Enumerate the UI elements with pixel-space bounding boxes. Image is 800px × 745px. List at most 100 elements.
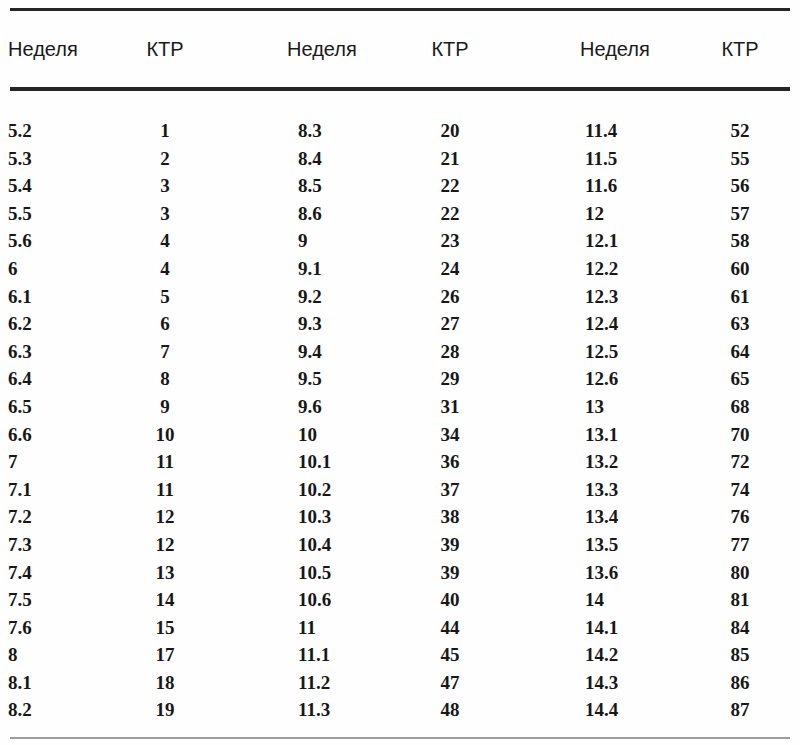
week-cell: 8.6 xyxy=(220,200,390,228)
table-row: 7.41310.53913.680 xyxy=(0,559,800,587)
week-cell: 8.1 xyxy=(0,669,110,697)
week-cell: 14.2 xyxy=(510,641,680,669)
ktr-cell: 4 xyxy=(110,255,220,283)
week-cell: 6.5 xyxy=(0,393,110,421)
week-cell: 10.3 xyxy=(220,503,390,531)
week-cell: 14.4 xyxy=(510,696,680,724)
header-week-1: Неделя xyxy=(0,11,110,87)
ktr-cell: 36 xyxy=(390,448,510,476)
week-cell: 9.1 xyxy=(220,255,390,283)
ktr-cell: 47 xyxy=(390,669,510,697)
ktr-cell: 4 xyxy=(110,227,220,255)
ktr-cell: 8 xyxy=(110,365,220,393)
ktr-cell: 86 xyxy=(680,669,800,697)
table-row: 6.489.52912.665 xyxy=(0,365,800,393)
ktr-cell: 87 xyxy=(680,696,800,724)
ktr-cell: 3 xyxy=(110,172,220,200)
table-row: 6.610103413.170 xyxy=(0,421,800,449)
ktr-cell: 12 xyxy=(110,531,220,559)
ktr-cell: 11 xyxy=(110,448,220,476)
week-cell: 10.6 xyxy=(220,586,390,614)
ktr-cell: 5 xyxy=(110,283,220,311)
ktr-cell: 48 xyxy=(390,696,510,724)
week-cell: 14.1 xyxy=(510,614,680,642)
header-row: Неделя КТР Неделя КТР Неделя КТР xyxy=(0,11,800,87)
week-cell: 14 xyxy=(510,586,680,614)
ktr-cell: 9 xyxy=(110,393,220,421)
week-cell: 11.1 xyxy=(220,641,390,669)
week-cell: 10.1 xyxy=(220,448,390,476)
week-cell: 11.5 xyxy=(510,145,680,173)
week-cell: 9.6 xyxy=(220,393,390,421)
ktr-cell: 44 xyxy=(390,614,510,642)
week-cell: 8.4 xyxy=(220,145,390,173)
ktr-cell: 20 xyxy=(390,117,510,145)
ktr-cell: 40 xyxy=(390,586,510,614)
ktr-cell: 15 xyxy=(110,614,220,642)
ktr-cell: 68 xyxy=(680,393,800,421)
ktr-cell: 27 xyxy=(390,310,510,338)
ktr-cell: 39 xyxy=(390,531,510,559)
week-cell: 13.4 xyxy=(510,503,680,531)
ktr-cell: 60 xyxy=(680,255,800,283)
ktr-cell: 72 xyxy=(680,448,800,476)
ktr-cell: 81 xyxy=(680,586,800,614)
header-week-2: Неделя xyxy=(220,11,390,87)
ktr-cell: 57 xyxy=(680,200,800,228)
header-ktr-1: КТР xyxy=(110,11,220,87)
week-cell: 11.6 xyxy=(510,172,680,200)
week-cell: 7.3 xyxy=(0,531,110,559)
week-cell: 13.6 xyxy=(510,559,680,587)
week-cell: 5.2 xyxy=(0,117,110,145)
week-cell: 9.2 xyxy=(220,283,390,311)
week-cell: 5.5 xyxy=(0,200,110,228)
week-cell: 7.6 xyxy=(0,614,110,642)
ktr-cell: 19 xyxy=(110,696,220,724)
week-cell: 12.5 xyxy=(510,338,680,366)
ktr-cell: 76 xyxy=(680,503,800,531)
header-week-3: Неделя xyxy=(510,11,680,87)
week-cell: 12.4 xyxy=(510,310,680,338)
ktr-cell: 28 xyxy=(390,338,510,366)
ktr-cell: 22 xyxy=(390,172,510,200)
week-cell: 13.3 xyxy=(510,476,680,504)
table-row: 5.538.6221257 xyxy=(0,200,800,228)
ktr-cell: 21 xyxy=(390,145,510,173)
week-cell: 11.3 xyxy=(220,696,390,724)
ktr-cell: 56 xyxy=(680,172,800,200)
table-row: 6.159.22612.361 xyxy=(0,283,800,311)
week-cell: 13 xyxy=(510,393,680,421)
week-cell: 9 xyxy=(220,227,390,255)
ktr-cell: 26 xyxy=(390,283,510,311)
ktr-cell: 34 xyxy=(390,421,510,449)
table-row: 7.11110.23713.374 xyxy=(0,476,800,504)
table-row: 81711.14514.285 xyxy=(0,641,800,669)
ktr-cell: 18 xyxy=(110,669,220,697)
week-cell: 6.2 xyxy=(0,310,110,338)
table-row: 7.31210.43913.577 xyxy=(0,531,800,559)
week-cell: 5.4 xyxy=(0,172,110,200)
ktr-cell: 39 xyxy=(390,559,510,587)
week-cell: 6.1 xyxy=(0,283,110,311)
header-ktr-3: КТР xyxy=(680,11,800,87)
ktr-cell: 74 xyxy=(680,476,800,504)
week-cell: 12 xyxy=(510,200,680,228)
ktr-cell: 38 xyxy=(390,503,510,531)
week-cell: 5.6 xyxy=(0,227,110,255)
ktr-cell: 80 xyxy=(680,559,800,587)
table-row: 71110.13613.272 xyxy=(0,448,800,476)
week-cell: 12.2 xyxy=(510,255,680,283)
header-ktr-2: КТР xyxy=(390,11,510,87)
table-row: 6.599.6311368 xyxy=(0,393,800,421)
table-row: 5.218.32011.452 xyxy=(0,117,800,145)
week-cell: 8.2 xyxy=(0,696,110,724)
week-cell: 9.3 xyxy=(220,310,390,338)
table-row: 5.6492312.158 xyxy=(0,227,800,255)
header-separator-rule xyxy=(10,87,790,91)
table-row: 8.11811.24714.386 xyxy=(0,669,800,697)
week-cell: 11.4 xyxy=(510,117,680,145)
table-row: 7.51410.6401481 xyxy=(0,586,800,614)
week-cell: 10 xyxy=(220,421,390,449)
week-cell: 6.3 xyxy=(0,338,110,366)
ktr-cell: 6 xyxy=(110,310,220,338)
